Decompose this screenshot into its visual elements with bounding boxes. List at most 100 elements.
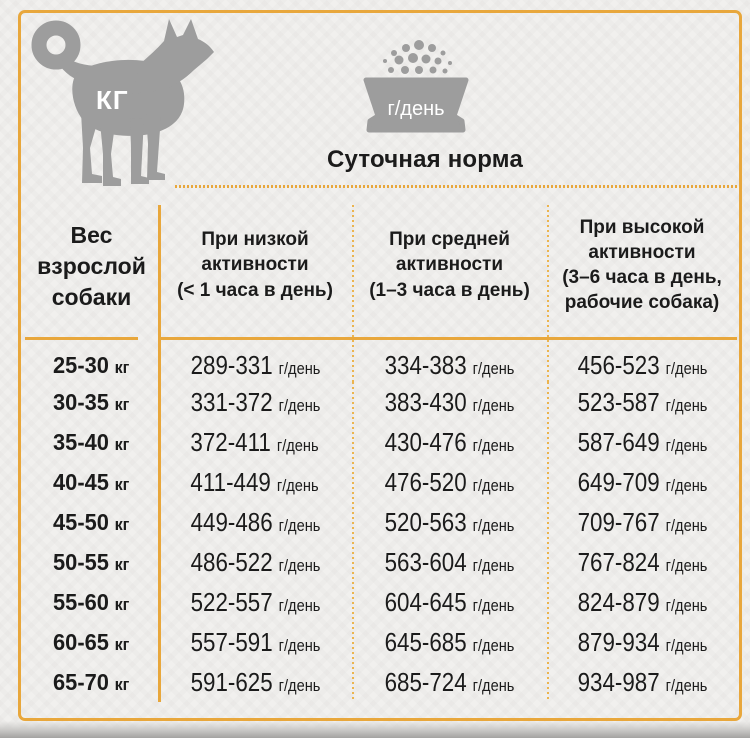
- unit-label: г/день: [665, 435, 707, 455]
- high-activity-value: 879-934: [577, 626, 660, 657]
- low-activity-header: При низкой активности (< 1 часа в день): [158, 205, 352, 340]
- food-bowl-icon: г/день: [363, 40, 469, 133]
- bowl-unit-label: г/день: [387, 98, 444, 120]
- low-activity-value: 289-331: [190, 350, 273, 380]
- kibble-icon: [383, 40, 452, 74]
- low-activity-cell: 522-557 г/день: [158, 582, 352, 622]
- unit-label: г/день: [277, 475, 320, 495]
- table-row: 65-70 кг 591-625 г/день 685-724 г/день 934-…: [25, 662, 737, 702]
- low-activity-value: 372-411: [190, 426, 272, 457]
- low-activity-value: 486-522: [190, 546, 273, 577]
- weight-column-header: Вес взрослой собаки: [25, 205, 158, 340]
- weight-unit-label: кг: [114, 674, 130, 694]
- high-activity-value: 824-879: [577, 586, 660, 617]
- medium-activity-cell: 645-685 г/день: [352, 622, 547, 662]
- table-row: 55-60 кг 522-557 г/день 604-645 г/день 824-…: [25, 582, 737, 622]
- high-activity-value: 934-987: [577, 666, 660, 697]
- activity-subtitle: (< 1 часа в день): [177, 279, 333, 301]
- high-activity-cell: 649-709 г/день: [547, 462, 737, 502]
- high-activity-value: 587-649: [577, 426, 660, 457]
- weight-cell: 25-30 кг: [25, 340, 158, 382]
- low-activity-cell: 486-522 г/день: [158, 542, 352, 582]
- medium-activity-cell: 430-476 г/день: [352, 422, 547, 462]
- high-activity-value: 649-709: [577, 466, 660, 497]
- unit-label: г/день: [665, 395, 707, 415]
- unit-label: г/день: [665, 635, 707, 655]
- medium-activity-cell: 334-383 г/день: [352, 340, 547, 382]
- weight-unit-label: кг: [114, 634, 130, 654]
- table-row: 50-55 кг 486-522 г/день 563-604 г/день 767-…: [25, 542, 737, 582]
- dog-weight-label: КГ: [96, 85, 129, 115]
- low-activity-cell: 289-331 г/день: [158, 340, 352, 382]
- bottom-shadow: [0, 721, 750, 738]
- medium-activity-value: 383-430: [384, 386, 467, 417]
- weight-cell: 65-70 кг: [25, 662, 158, 702]
- unit-label: г/день: [665, 595, 707, 615]
- high-activity-cell: 523-587 г/день: [547, 382, 737, 422]
- medium-activity-cell: 520-563 г/день: [352, 502, 547, 542]
- high-activity-value: 456-523: [577, 350, 660, 380]
- unit-label: г/день: [472, 395, 515, 415]
- title-divider: [175, 185, 737, 188]
- activity-subtitle: (3–6 часа в день, рабочие собака): [562, 267, 722, 314]
- weight-value: 40-45: [53, 468, 110, 495]
- dog-silhouette-icon: КГ: [31, 19, 214, 186]
- low-activity-cell: 591-625 г/день: [158, 662, 352, 702]
- high-activity-cell: 879-934 г/день: [547, 622, 737, 662]
- weight-unit-label: кг: [114, 594, 130, 614]
- low-activity-cell: 449-486 г/день: [158, 502, 352, 542]
- unit-label: г/день: [278, 635, 320, 655]
- weight-unit-label: кг: [114, 514, 130, 534]
- activity-subtitle: (1–3 часа в день): [369, 279, 530, 301]
- dog-silhouette: КГ: [18, 14, 218, 192]
- unit-label: г/день: [278, 595, 320, 615]
- unit-label: г/день: [665, 515, 707, 535]
- weight-unit-label: кг: [114, 554, 130, 574]
- medium-activity-value: 476-520: [384, 466, 467, 497]
- high-activity-value: 523-587: [577, 386, 660, 417]
- activity-title: При высокой активности: [579, 216, 705, 263]
- weight-value: 35-40: [53, 428, 110, 455]
- table-row: 30-35 кг 331-372 г/день 383-430 г/день 523-…: [25, 382, 737, 422]
- unit-label: г/день: [277, 435, 320, 455]
- high-activity-header: При высокой активности (3–6 часа в день,…: [547, 205, 737, 340]
- high-activity-cell: 824-879 г/день: [547, 582, 737, 622]
- unit-label: г/день: [278, 395, 320, 415]
- medium-activity-cell: 604-645 г/день: [352, 582, 547, 622]
- unit-label: г/день: [472, 359, 515, 378]
- medium-activity-cell: 563-604 г/день: [352, 542, 547, 582]
- medium-activity-value: 645-685: [384, 626, 467, 657]
- high-activity-cell: 934-987 г/день: [547, 662, 737, 702]
- unit-label: г/день: [472, 555, 515, 575]
- weight-value: 60-65: [53, 628, 110, 655]
- unit-label: г/день: [472, 475, 515, 495]
- weight-unit-label: кг: [114, 358, 130, 377]
- unit-label: г/день: [278, 675, 320, 695]
- weight-cell: 45-50 кг: [25, 502, 158, 542]
- low-activity-cell: 557-591 г/день: [158, 622, 352, 662]
- unit-label: г/день: [472, 675, 515, 695]
- medium-activity-value: 604-645: [384, 586, 467, 617]
- low-activity-value: 522-557: [190, 586, 273, 617]
- unit-label: г/день: [665, 555, 707, 575]
- high-activity-value: 767-824: [577, 546, 660, 577]
- high-activity-cell: 456-523 г/день: [547, 340, 737, 382]
- unit-label: г/день: [665, 359, 707, 378]
- weight-cell: 50-55 кг: [25, 542, 158, 582]
- weight-cell: 40-45 кг: [25, 462, 158, 502]
- medium-activity-cell: 476-520 г/день: [352, 462, 547, 502]
- weight-cell: 55-60 кг: [25, 582, 158, 622]
- medium-activity-header: При средней активности (1–3 часа в день): [352, 205, 547, 340]
- medium-activity-value: 520-563: [384, 506, 467, 537]
- activity-title: При средней активности: [389, 229, 510, 276]
- medium-activity-value: 685-724: [384, 666, 467, 697]
- table-row: 45-50 кг 449-486 г/день 520-563 г/день 709-…: [25, 502, 737, 542]
- weight-cell: 30-35 кг: [25, 382, 158, 422]
- unit-label: г/день: [472, 595, 515, 615]
- medium-activity-cell: 383-430 г/день: [352, 382, 547, 422]
- unit-label: г/день: [278, 555, 320, 575]
- low-activity-value: 331-372: [190, 386, 273, 417]
- medium-activity-cell: 685-724 г/день: [352, 662, 547, 702]
- table-row: 25-30 кг 289-331 г/день 334-383 г/день 456-…: [25, 340, 737, 382]
